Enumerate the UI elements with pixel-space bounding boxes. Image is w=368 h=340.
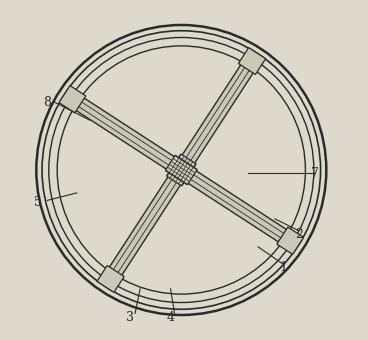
Text: 7: 7 xyxy=(311,167,319,180)
Polygon shape xyxy=(165,155,197,185)
Polygon shape xyxy=(66,91,297,249)
Polygon shape xyxy=(97,266,124,292)
Text: 1: 1 xyxy=(279,261,287,274)
Text: 4: 4 xyxy=(166,311,174,324)
Polygon shape xyxy=(166,154,196,186)
Polygon shape xyxy=(103,54,260,286)
Polygon shape xyxy=(238,48,266,74)
Text: 3: 3 xyxy=(126,311,134,324)
Text: 8: 8 xyxy=(43,96,52,109)
Polygon shape xyxy=(59,86,86,113)
Text: 5: 5 xyxy=(34,195,42,208)
Text: 2: 2 xyxy=(295,227,302,241)
Polygon shape xyxy=(277,227,304,254)
